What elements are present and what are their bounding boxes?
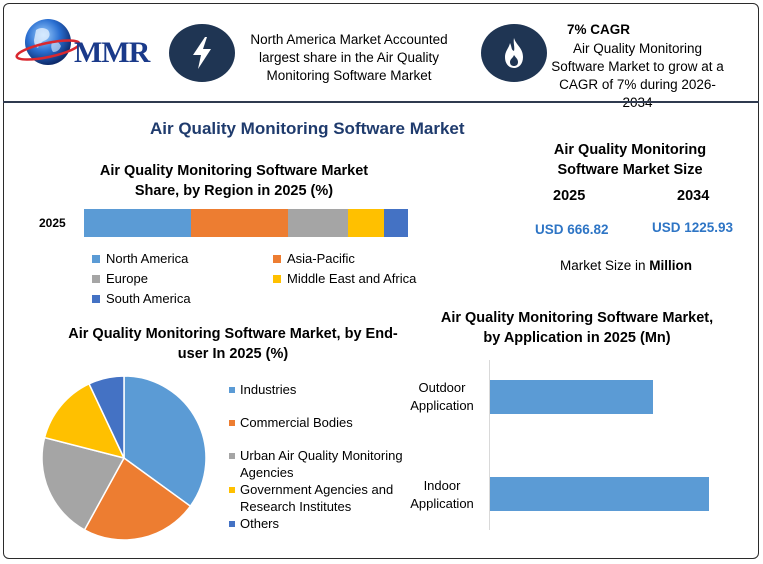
market-size-year-2034: 2034 (677, 188, 710, 204)
legend-urban-agencies: Urban Air Quality Monitoring Agencies (229, 447, 404, 481)
flame-icon (505, 38, 523, 68)
lightning-icon (193, 37, 211, 69)
globe-icon (15, 19, 81, 65)
pie-slice-government-agencies-and-research-institutes (43, 382, 126, 460)
pie-legend: Industries Commercial Bodies Urban Air Q… (229, 381, 404, 532)
legend-others: Others (229, 515, 404, 532)
mmr-logo: MMR (14, 12, 154, 76)
pie-slice-industries (123, 375, 207, 508)
region-chart-title: Air Quality Monitoring Software Market S… (99, 163, 369, 199)
region-fact-text: North America Market Accounted largest s… (250, 32, 448, 83)
market-size-unit: Market Size in Million (560, 258, 693, 273)
legend-government-agencies: Government Agencies and Research Institu… (229, 481, 404, 515)
market-size-value-2025: USD 666.82 (535, 222, 609, 237)
legend-swatch (229, 420, 235, 426)
legend-industries: Industries (229, 381, 404, 398)
region-segment-south-america (383, 209, 408, 237)
cagr-title: 7% CAGR (567, 22, 631, 37)
header-divider (3, 101, 759, 103)
legend-europe: Europe (92, 271, 148, 286)
end-user-pie-chart (41, 375, 207, 541)
region-segment-middle-east-and-africa (348, 209, 384, 237)
logo-text: MMR (74, 36, 150, 69)
application-axis-line (489, 360, 490, 530)
legend-swatch (92, 274, 100, 283)
lightning-icon-badge (169, 24, 235, 82)
region-segment-north-america (84, 209, 191, 237)
market-size-value-2034: USD 1225.93 (652, 220, 734, 235)
legend-swatch (92, 254, 100, 263)
application-chart-title: Air Quality Monitoring Software Market, … (440, 310, 714, 346)
pie-slice-urban-air-quality-monitoring-agencies (41, 436, 126, 531)
pie-slice-others (88, 375, 125, 459)
legend-swatch (229, 387, 235, 393)
legend-commercial-bodies: Commercial Bodies (229, 414, 404, 431)
application-label-outdoor: Outdoor Application (410, 380, 474, 413)
legend-mea: Middle East and Africa (273, 271, 416, 286)
application-label-indoor: Indoor Application (410, 478, 474, 511)
infographic-frame (3, 3, 759, 559)
pie-slice-commercial-bodies (83, 456, 192, 541)
application-bar-indoor (490, 477, 709, 511)
main-title: Air Quality Monitoring Software Market (150, 119, 465, 138)
market-size-title: Air Quality Monitoring Software Market S… (553, 142, 707, 178)
legend-north-america: North America (92, 251, 188, 266)
legend-asia-pacific: Asia-Pacific (273, 251, 355, 266)
flame-icon-badge (481, 24, 547, 82)
market-size-year-2025: 2025 (553, 188, 586, 204)
application-bar-outdoor (490, 380, 654, 414)
legend-swatch (273, 274, 281, 283)
legend-swatch (92, 294, 100, 303)
region-chart-category: 2025 (39, 216, 66, 230)
region-stacked-bar (84, 209, 408, 237)
legend-swatch (229, 521, 235, 527)
legend-south-america: South America (92, 291, 191, 306)
legend-swatch (229, 487, 235, 493)
region-segment-europe (288, 209, 349, 237)
legend-swatch (273, 254, 281, 263)
region-segment-asia-pacific (190, 209, 289, 237)
end-user-chart-title: Air Quality Monitoring Software Market, … (68, 326, 398, 362)
legend-swatch (229, 453, 235, 459)
